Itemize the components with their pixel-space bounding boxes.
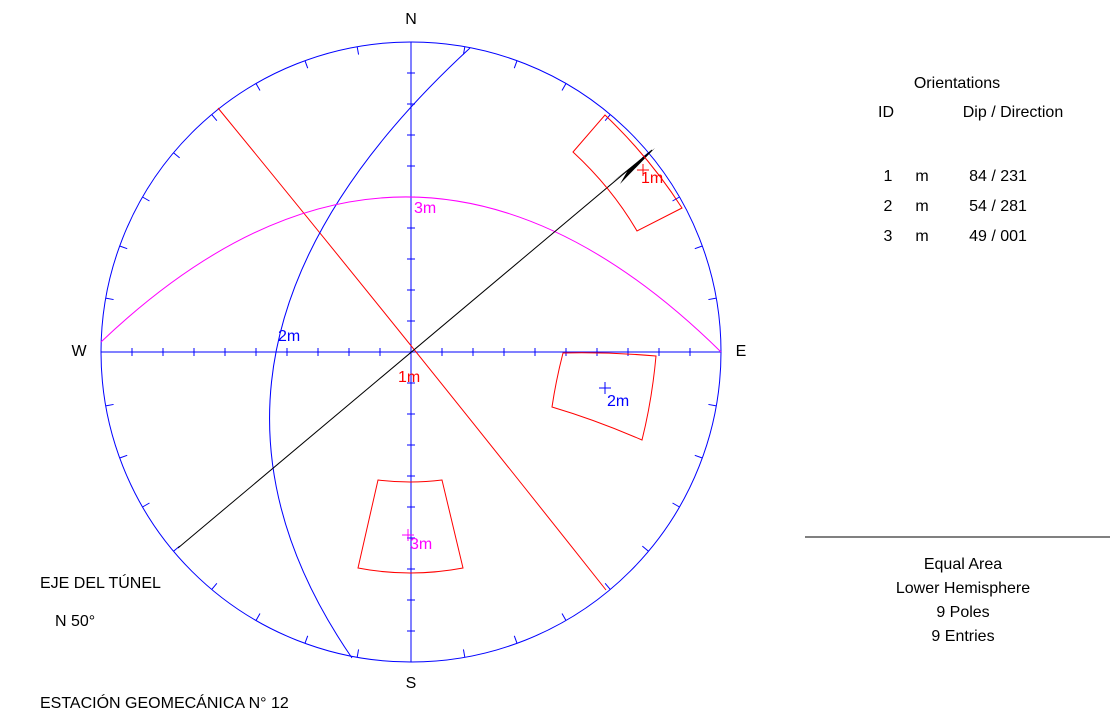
rim-tick — [356, 649, 360, 658]
circle-label-1: 1m — [398, 369, 420, 386]
rim-tick — [513, 635, 518, 644]
rim-tick — [211, 583, 218, 590]
pole-window-2 — [551, 352, 657, 441]
rim-tick — [105, 403, 114, 407]
rim-tick — [255, 613, 261, 621]
pole-label-1: 1m — [641, 170, 663, 187]
great-circle-2 — [269, 47, 471, 659]
rim-tick — [211, 114, 218, 121]
station: ESTACIÓN GEOMECÁNICA N° 12 — [40, 693, 289, 712]
row-type: m — [915, 228, 928, 245]
header-dip-direction: Dip / Direction — [963, 104, 1063, 121]
orientations-title: Orientations — [914, 75, 1000, 92]
rim-tick — [694, 245, 703, 250]
rim-tick — [642, 545, 649, 552]
pole-3 — [402, 529, 414, 541]
row-id: 1 — [884, 168, 893, 185]
rim-tick — [672, 502, 680, 508]
rim-tick — [561, 83, 567, 91]
pole-window-1 — [572, 114, 683, 232]
pole-label-3: 3m — [410, 536, 432, 553]
pole-1 — [637, 164, 649, 176]
rim-tick — [173, 152, 180, 159]
rim-tick — [119, 454, 128, 459]
rim-tick — [708, 297, 717, 301]
orientation-rows: 1 m 84 / 231 2 m 54 / 281 3 m 49 / 001 — [884, 168, 1027, 245]
info-line: 9 Poles — [936, 604, 989, 621]
compass-w: W — [71, 343, 87, 360]
tunnel-value: N 50° — [55, 613, 95, 630]
compass-n: N — [405, 11, 417, 28]
tunnel-title: EJE DEL TÚNEL — [40, 573, 161, 592]
great-circle-3 — [100, 196, 722, 353]
ticks — [105, 46, 717, 658]
pole-2 — [599, 382, 611, 394]
rim-tick — [255, 83, 261, 91]
info-line: 9 Entries — [931, 628, 994, 645]
row-value: 54 / 281 — [969, 198, 1027, 215]
rim-tick — [604, 583, 611, 590]
info: Equal Area Lower Hemisphere 9 Poles 9 Entri… — [896, 556, 1030, 645]
rim-tick — [694, 454, 703, 459]
rim-tick — [119, 245, 128, 250]
circle-label-3: 3m — [414, 200, 436, 217]
rim-tick — [513, 60, 518, 69]
pole-label-2: 2m — [607, 393, 629, 410]
compass-e: E — [736, 343, 747, 360]
header-id: ID — [878, 104, 894, 121]
row-id: 2 — [884, 198, 893, 215]
row-type: m — [915, 168, 928, 185]
rim-tick — [105, 297, 114, 301]
tunnel-axis-line — [177, 149, 653, 549]
row-value: 84 / 231 — [969, 168, 1027, 185]
rim-tick — [142, 196, 150, 202]
rim-tick — [561, 613, 567, 621]
pole-window-3 — [357, 479, 464, 574]
rim-tick — [304, 635, 309, 644]
row-id: 3 — [884, 228, 893, 245]
circle-label-2: 2m — [278, 328, 300, 345]
rim-tick — [462, 649, 466, 658]
row-type: m — [915, 198, 928, 215]
rim-tick — [142, 502, 150, 508]
info-line: Lower Hemisphere — [896, 580, 1030, 597]
rim-tick — [708, 403, 717, 407]
rim-tick — [304, 60, 309, 69]
info-line: Equal Area — [924, 556, 1002, 573]
rim-tick — [356, 46, 360, 55]
compass-s: S — [406, 675, 417, 692]
row-value: 49 / 001 — [969, 228, 1027, 245]
great-circle-1 — [217, 107, 607, 591]
